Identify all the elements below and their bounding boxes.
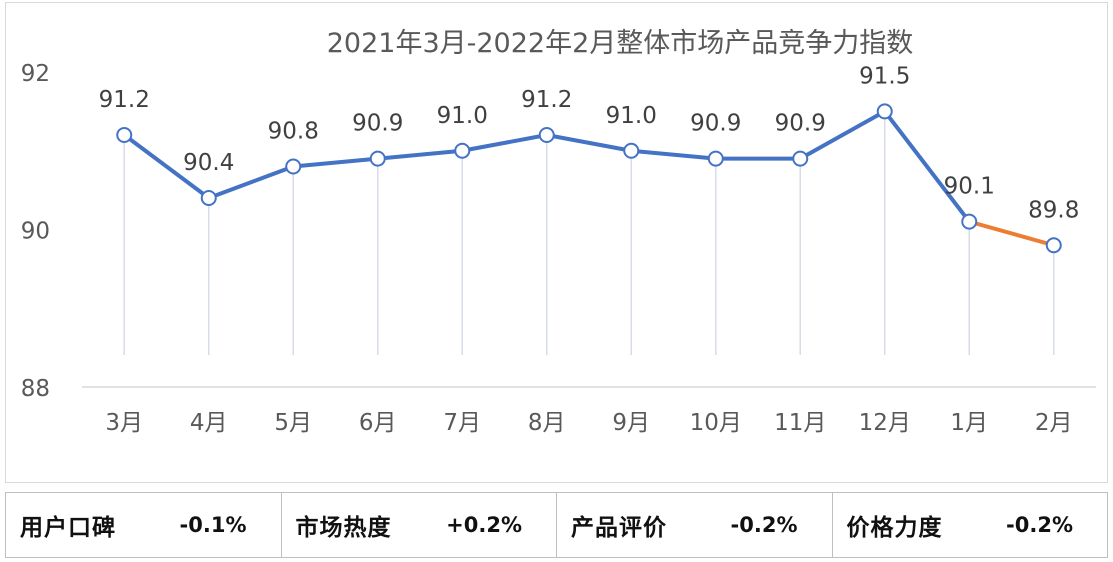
series-line-segment <box>375 148 465 161</box>
x-tick-label: 7月 <box>443 410 481 436</box>
x-tick-label: 3月 <box>105 410 143 436</box>
data-points <box>116 103 1062 254</box>
stat-label: 用户口碑 <box>20 515 116 541</box>
stat-label: 价格力度 <box>846 515 943 541</box>
x-tick-label: 11月 <box>774 410 826 436</box>
series-line-segment <box>882 109 972 224</box>
x-tick-label: 9月 <box>612 410 650 436</box>
data-label: 90.4 <box>183 150 234 176</box>
series-line-segment <box>122 133 211 200</box>
stat-value: -0.2% <box>730 513 798 537</box>
chart-container <box>5 2 1108 483</box>
x-tick-label: 12月 <box>859 410 911 436</box>
data-point <box>792 150 809 167</box>
stat-value: -0.2% <box>1006 513 1073 537</box>
y-axis-tick-labels: 88 90 92 <box>21 61 50 402</box>
y-tick-label: 92 <box>21 61 50 87</box>
x-tick-label: 8月 <box>528 410 566 436</box>
data-point <box>1045 237 1062 254</box>
data-label: 91.2 <box>99 87 150 113</box>
data-point <box>707 150 724 167</box>
series-line-segment <box>460 133 549 153</box>
stat-value: -0.1% <box>179 513 247 537</box>
stat-label: 市场热度 <box>295 515 392 541</box>
data-label: 90.9 <box>352 111 403 137</box>
x-axis-tick-labels: 3月 4月 5月 6月 7月 8月 9月 10月 11月 12月 1月 2月 <box>105 410 1072 436</box>
stats-bar: 用户口碑 -0.1% 市场热度 +0.2% 产品评价 -0.2% 价格力度 -0… <box>5 492 1108 558</box>
drop-lines <box>123 119 1055 355</box>
data-point <box>454 142 471 159</box>
data-point <box>623 142 640 159</box>
data-label: 90.8 <box>268 119 319 145</box>
data-point <box>369 150 386 167</box>
stat-user-reputation: 用户口碑 -0.1% <box>6 493 282 557</box>
x-tick-label: 5月 <box>274 410 312 436</box>
series-lines <box>122 109 1056 248</box>
x-tick-label: 6月 <box>359 410 397 436</box>
x-tick-label: 10月 <box>690 410 742 436</box>
stat-product-rating: 产品评价 -0.2% <box>557 493 833 557</box>
highlight-line-segment <box>967 219 1056 248</box>
data-point <box>285 158 302 175</box>
data-point <box>876 103 893 120</box>
data-labels: 91.2 90.4 90.8 90.9 91.0 91.2 91.0 90.9 90.9 91.5… <box>99 63 1080 223</box>
series-line-segment <box>798 109 887 161</box>
data-point <box>961 213 978 230</box>
y-tick-label: 90 <box>21 219 50 245</box>
data-label: 91.5 <box>859 63 910 89</box>
stat-value: +0.2% <box>446 513 522 537</box>
series-line-segment <box>544 133 634 153</box>
data-label: 91.0 <box>437 103 488 129</box>
stat-label: 产品评价 <box>571 515 667 541</box>
line-chart: 2021年3月-2022年2月整体市场产品竞争力指数 88 90 92 91.2 90… <box>21 28 1096 436</box>
data-label: 90.9 <box>690 111 741 137</box>
stat-market-heat: 市场热度 +0.2% <box>282 493 557 557</box>
x-tick-label: 1月 <box>950 410 988 436</box>
series-line-segment <box>629 148 718 161</box>
data-label: 90.9 <box>775 111 826 137</box>
data-label: 89.8 <box>1028 197 1079 223</box>
data-point <box>538 127 555 143</box>
y-tick-label: 88 <box>21 376 50 402</box>
data-label: 91.0 <box>606 103 657 129</box>
data-point <box>116 127 133 143</box>
x-tick-label: 2月 <box>1035 410 1073 436</box>
data-point <box>200 190 217 206</box>
chart-title: 2021年3月-2022年2月整体市场产品竞争力指数 <box>327 28 914 59</box>
data-label: 91.2 <box>521 87 572 113</box>
stat-price-strength: 价格力度 -0.2% <box>833 493 1108 557</box>
x-tick-label: 4月 <box>190 410 228 436</box>
series-line-segment <box>206 164 296 200</box>
data-label: 90.1 <box>944 174 995 200</box>
series-line-segment <box>291 156 380 169</box>
